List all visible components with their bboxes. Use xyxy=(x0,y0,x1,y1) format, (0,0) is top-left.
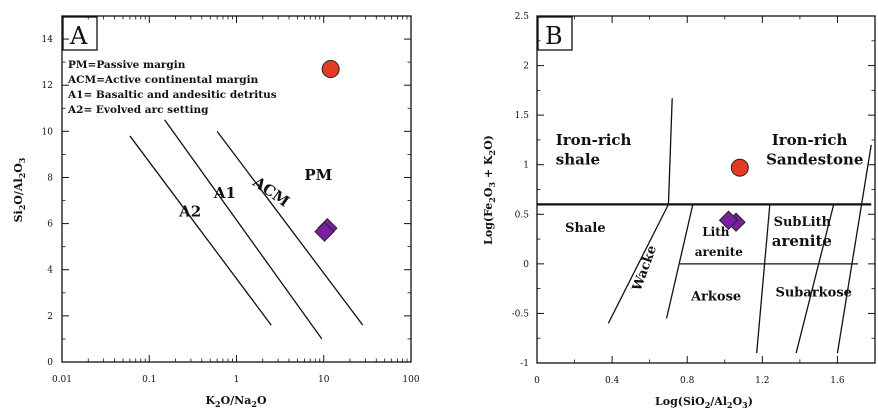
panel-b-field-label: Iron-rich xyxy=(772,131,848,149)
panel-b-field-label: Subarkose xyxy=(775,286,851,301)
panel-a-ytick-label: 0 xyxy=(47,358,53,368)
panel-b-boundary-line xyxy=(607,204,670,324)
panel-b-xtick-label: 1.2 xyxy=(755,376,769,386)
panel-b-ytick-label: -0.5 xyxy=(512,309,530,319)
panel-b-field-label: Shale xyxy=(565,221,605,236)
panel-b-boundary-line xyxy=(665,204,694,319)
panel-a-ytick-label: 2 xyxy=(47,312,53,322)
panel-a-boundary-line xyxy=(216,130,364,326)
panel-a-legend: PM=Passive margin ACM=Active continental… xyxy=(67,59,277,116)
panel-b-ytick-label: 1.5 xyxy=(515,111,530,121)
panel-b-xlabel: Log(SiO2/Al2O3) xyxy=(655,395,753,409)
panel-b-ylabel: Log(Fe2O3 + K2O) xyxy=(482,135,497,245)
panel-a-point-diamond xyxy=(314,221,335,242)
panel-a-ytick-label: 10 xyxy=(42,127,54,137)
panel-b-xtick-label: 1.6 xyxy=(830,376,845,386)
panel-a-tag: A xyxy=(69,22,88,50)
panel-b-ytick-label: -1 xyxy=(520,359,529,369)
panel-a-tag-box xyxy=(62,16,98,51)
panel-a-ytick-label: 12 xyxy=(42,81,53,91)
legend-line-a1: A1= Basaltic and andesitic detritus xyxy=(67,89,277,101)
legend-line-pm: PM=Passive margin xyxy=(68,59,186,71)
panel-a-field-label: A1 xyxy=(213,184,236,202)
panel-a-field-label: A2 xyxy=(178,203,201,221)
panel-a-boundary-line xyxy=(129,135,272,326)
panel-b-field-label: Lith xyxy=(702,225,730,239)
panel-b-ytick-label: 1 xyxy=(523,161,529,171)
panel-a-ytick-label: 14 xyxy=(42,35,54,45)
panel-b-field-label: Arkose xyxy=(690,290,741,305)
panel-a-point-circle xyxy=(321,60,340,79)
panel-b-field-label: Iron-rich xyxy=(556,131,632,149)
panel-b-ytick-label: 2.5 xyxy=(515,12,530,22)
panel-a-ytick-label: 8 xyxy=(47,173,53,183)
panel-a-ytick-label: 4 xyxy=(47,266,53,276)
panel-a-ylabel: Si2O/Al2O3 xyxy=(12,157,27,222)
panel-b-ytick-label: 0 xyxy=(523,260,529,270)
panel-b-ytick-label: 2 xyxy=(523,62,529,72)
panel-b-field-label: Sandestone xyxy=(766,151,863,169)
panel-b-point-diamond xyxy=(718,210,739,230)
panel-b-field-label: SubLith xyxy=(774,215,832,230)
panel-b-field-label: arenite xyxy=(695,245,744,259)
panel-b-field-label: shale xyxy=(556,151,600,169)
panel-b-boundary-line xyxy=(756,204,771,354)
panel-a-field-label: PM xyxy=(304,166,332,184)
legend-line-acm: ACM=Active continental margin xyxy=(67,74,259,86)
panel-b-xtick-label: 0.4 xyxy=(605,376,620,386)
panel-a: A 0.01 0.1 1 10 100 0 2 4 6 8 10 12 14 A2 A1 ACM PM PM=… xyxy=(12,15,420,409)
panel-b-tag-box xyxy=(537,16,573,51)
panel-b-boundary-line xyxy=(795,204,835,354)
panel-a-xtick-label: 1 xyxy=(234,375,240,385)
panel-a-xtick-label: 0.01 xyxy=(52,375,72,385)
panel-b-frame xyxy=(536,15,876,364)
panel-b-xtick-label: 0 xyxy=(534,376,540,386)
panel-a-xlabel: K2O/Na2O xyxy=(205,394,267,409)
panel-a-boundary-line xyxy=(164,119,323,340)
legend-line-a2: A2= Evolved arc setting xyxy=(67,104,209,116)
panel-a-xtick-label: 0.1 xyxy=(142,375,156,385)
panel-a-ytick-label: 6 xyxy=(47,220,53,230)
panel-a-xtick-label: 100 xyxy=(402,375,419,385)
panel-b-ytick-label: 0.5 xyxy=(515,210,530,220)
panel-a-field-label: ACM xyxy=(249,172,293,210)
panel-b-boundary-line xyxy=(667,98,673,205)
panel-b-point-circle xyxy=(730,158,749,177)
panel-b-field-label: arenite xyxy=(772,232,832,250)
panel-b-boundary-line xyxy=(836,144,872,354)
panel-a-xtick-label: 10 xyxy=(318,375,330,385)
panel-b-xtick-label: 0.8 xyxy=(680,376,695,386)
panel-b-field-label: Wacke xyxy=(630,244,661,294)
panel-b-tag: B xyxy=(545,22,563,50)
panel-b: B 0 0.4 0.8 1.2 1.6 -1 -0.5 0 0.5 1 1.5 2 2.5 Iron-r… xyxy=(482,12,876,410)
